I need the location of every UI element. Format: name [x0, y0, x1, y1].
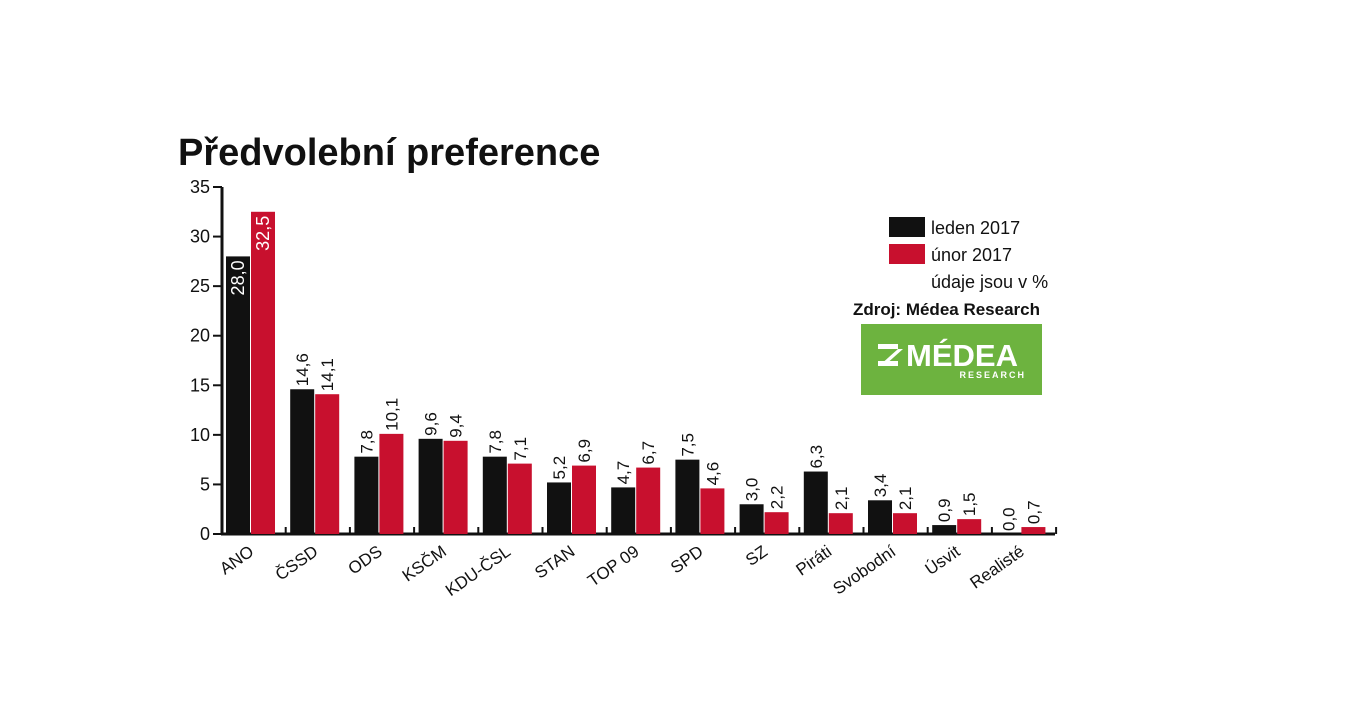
legend-unit-note: údaje jsou v % — [931, 272, 1048, 292]
chart-title: Předvolební preference — [178, 132, 600, 174]
bar-unor — [828, 513, 853, 534]
x-tick-label: SPD — [667, 542, 707, 578]
data-label: 4,7 — [614, 461, 633, 485]
data-label: 14,6 — [293, 353, 312, 386]
legend-label-leden: leden 2017 — [931, 218, 1020, 238]
bar-unor — [1021, 527, 1046, 534]
data-label: 28,0 — [228, 260, 248, 295]
bar-leden — [803, 471, 828, 534]
data-label: 6,3 — [807, 445, 826, 469]
data-label: 4,6 — [703, 462, 722, 486]
bar-leden — [547, 482, 571, 534]
data-label: 7,1 — [511, 437, 530, 461]
x-tick-label: Piráti — [792, 542, 835, 580]
y-tick-label: 15 — [190, 375, 210, 395]
data-label: 5,2 — [550, 456, 569, 480]
y-tick-label: 25 — [190, 276, 210, 296]
y-tick-label: 30 — [190, 227, 210, 247]
bar-leden — [226, 256, 250, 534]
bar-leden — [675, 459, 700, 534]
logo-name: MÉDEA — [906, 338, 1018, 373]
medea-logo: MÉDEA RESEARCH — [861, 324, 1042, 395]
bar-leden — [611, 487, 636, 534]
source-label: Zdroj: Médea Research — [853, 300, 1040, 319]
bar-unor — [251, 211, 275, 535]
bar-leden — [354, 456, 379, 534]
data-label: 7,8 — [486, 430, 505, 454]
data-labels: 28,032,5 14,6 14,1 7,8 10,1 9,6 9,4 7,8 7,1 5,2 6,… — [228, 216, 1043, 531]
logo-mark-icon — [878, 344, 903, 366]
data-label: 2,2 — [768, 486, 787, 510]
bar-unor — [379, 433, 404, 534]
data-label: 10,1 — [382, 398, 401, 431]
legend-swatch-leden — [889, 217, 925, 237]
bar-unor — [443, 440, 468, 534]
data-label: 32,5 — [253, 216, 273, 251]
bar-unor — [957, 519, 982, 534]
x-tick-label: Úsvit — [922, 542, 964, 579]
bar-leden — [290, 389, 315, 534]
bars — [226, 211, 1046, 535]
data-label: 0,0 — [999, 507, 1018, 531]
x-tick-label: ODS — [345, 542, 386, 579]
x-tick-label: KDU-ČSL — [442, 542, 514, 600]
x-tick-label: TOP 09 — [584, 542, 642, 591]
x-tick-label: STAN — [531, 542, 578, 583]
bar-unor — [572, 465, 596, 534]
data-label: 6,9 — [575, 439, 594, 463]
data-label: 3,4 — [871, 474, 890, 498]
data-label: 2,1 — [832, 487, 851, 511]
bar-leden — [932, 525, 957, 534]
data-label: 9,6 — [422, 412, 441, 436]
legend: leden 2017 únor 2017 údaje jsou v % Zdro… — [853, 217, 1048, 319]
legend-swatch-unor — [889, 244, 925, 264]
bar-unor — [764, 512, 789, 534]
x-tick-label: KSČM — [399, 542, 450, 586]
bar-unor — [700, 488, 725, 534]
x-tick-label: ČSSD — [272, 542, 322, 585]
legend-label-unor: únor 2017 — [931, 245, 1012, 265]
data-label: 2,1 — [896, 487, 915, 511]
data-label: 9,4 — [447, 414, 466, 438]
bar-unor — [507, 463, 532, 534]
data-label: 6,7 — [639, 441, 658, 465]
x-tick-label: SZ — [742, 542, 771, 570]
bar-unor — [893, 513, 917, 534]
bar-leden — [739, 504, 764, 534]
data-label: 0,9 — [935, 498, 954, 522]
y-tick-label: 35 — [190, 177, 210, 197]
y-tick-label: 10 — [190, 425, 210, 445]
x-tick-label: ANO — [216, 542, 257, 579]
data-label: 7,5 — [678, 433, 697, 457]
x-tick-label: Realisté — [966, 542, 1027, 593]
bar-unor — [636, 467, 661, 534]
y-tick-label: 0 — [200, 524, 210, 544]
bar-leden — [418, 438, 443, 534]
bar-unor — [315, 394, 340, 534]
x-tick-label: Svobodní — [830, 542, 900, 599]
data-label: 7,8 — [357, 430, 376, 454]
data-label: 14,1 — [318, 358, 337, 391]
data-label: 3,0 — [743, 478, 762, 502]
data-label: 0,7 — [1024, 500, 1043, 524]
bar-leden — [482, 456, 507, 534]
data-label: 1,5 — [960, 492, 979, 516]
logo-subtitle: RESEARCH — [959, 370, 1026, 380]
y-tick-label: 5 — [200, 474, 210, 494]
bar-leden — [868, 500, 892, 534]
y-tick-label: 20 — [190, 326, 210, 346]
